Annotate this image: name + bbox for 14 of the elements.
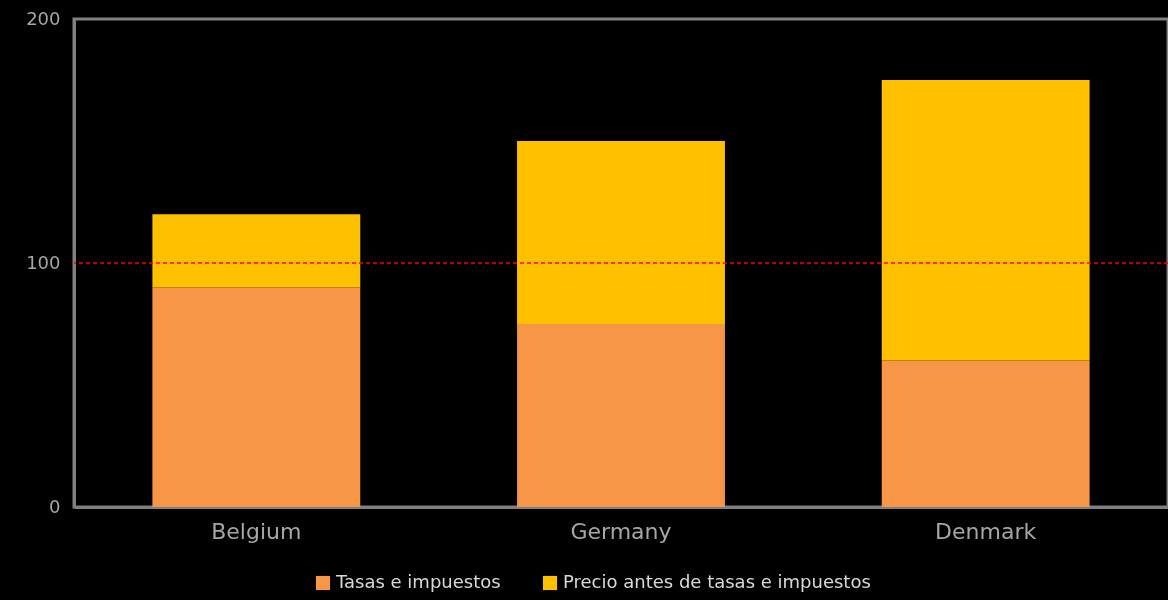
x-tick-label: Belgium (211, 518, 302, 544)
bar (517, 324, 725, 507)
bar (152, 287, 361, 507)
y-tick-label: 200 (26, 7, 61, 29)
y-tick-label: 0 (49, 495, 61, 517)
y-tick-label: 100 (26, 251, 61, 273)
bar (881, 80, 1090, 361)
bar (517, 141, 725, 324)
bar (881, 360, 1090, 507)
legend-label: Precio antes de tasas e impuestos (563, 571, 871, 592)
x-tick-label: Denmark (935, 518, 1037, 544)
legend-label: Tasas e impuestos (335, 571, 501, 592)
x-tick-label: Germany (570, 518, 672, 544)
bar (152, 214, 361, 288)
